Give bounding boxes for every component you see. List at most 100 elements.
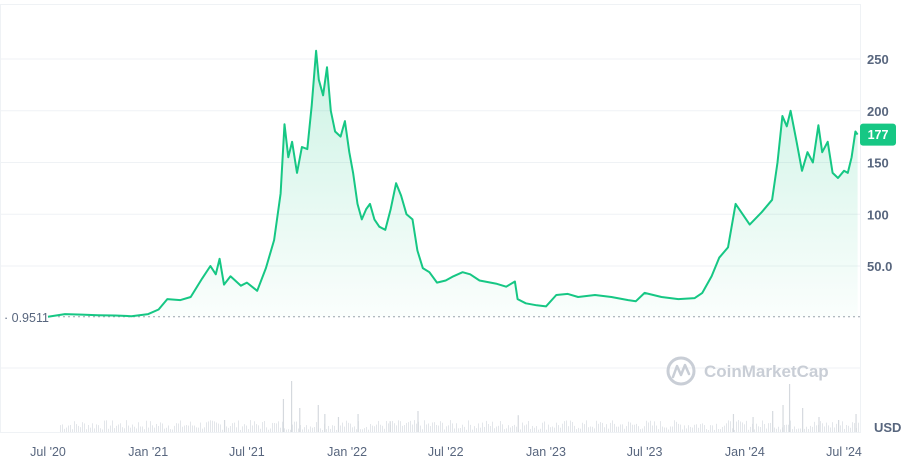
- volume-bar: [68, 425, 69, 432]
- volume-bar: [288, 429, 289, 432]
- volume-bar: [426, 424, 427, 432]
- volume-bar: [834, 427, 835, 432]
- volume-bar: [464, 426, 465, 432]
- volume-bar: [254, 421, 255, 432]
- volume-bar: [140, 426, 141, 432]
- volume-bar: [96, 424, 97, 432]
- last-price-badge: 177: [860, 123, 896, 146]
- volume-bar: [268, 429, 269, 432]
- volume-bar: [434, 422, 435, 432]
- volume-bar: [184, 425, 185, 432]
- x-tick-label: Jan '24: [725, 445, 765, 457]
- volume-bar: [428, 423, 429, 432]
- volume-bar: [296, 421, 297, 432]
- volume-bar: [72, 429, 73, 432]
- volume-bar: [420, 425, 421, 432]
- volume-bar: [126, 420, 127, 432]
- volume-bar: [674, 420, 675, 432]
- volume-bar: [660, 421, 661, 432]
- volume-bar: [704, 425, 705, 432]
- volume-bar: [164, 428, 165, 432]
- volume-bar: [508, 425, 509, 432]
- volume-bar: [824, 426, 825, 432]
- volume-bar: [510, 427, 511, 432]
- volume-bar: [114, 428, 115, 432]
- volume-bar: [78, 425, 79, 432]
- volume-bar: [552, 426, 553, 432]
- volume-bar: [812, 426, 813, 432]
- volume-bar: [337, 417, 340, 432]
- volume-bar: [672, 426, 673, 432]
- volume-bar: [386, 421, 387, 432]
- volume-bar: [632, 424, 633, 432]
- volume-bar: [250, 420, 251, 432]
- volume-bar: [516, 426, 517, 432]
- volume-bar: [592, 426, 593, 432]
- volume-bar: [330, 428, 331, 432]
- volume-bar: [832, 422, 833, 432]
- volume-bar: [380, 424, 381, 432]
- volume-bar: [130, 427, 131, 432]
- volume-bar: [730, 421, 731, 432]
- volume-bar: [722, 426, 723, 432]
- volume-bar: [230, 426, 231, 432]
- volume-bar: [602, 422, 603, 432]
- volume-bar: [314, 427, 315, 432]
- volume-bar: [462, 424, 463, 432]
- volume-bar: [514, 424, 515, 432]
- volume-bar: [430, 426, 431, 432]
- volume-bar: [382, 425, 383, 432]
- volume-bar: [454, 428, 455, 432]
- volume-bar: [566, 420, 567, 432]
- volume-bar: [182, 426, 183, 432]
- volume-bar: [272, 422, 273, 432]
- volume-bar: [256, 424, 257, 432]
- volume-bar: [70, 424, 71, 432]
- y-axis: 50.0 100 150 200 250: [867, 52, 892, 274]
- volume-bar: [734, 429, 735, 432]
- volume-bar: [770, 422, 771, 432]
- volume-bar: [450, 420, 451, 432]
- volume-bar: [294, 421, 295, 432]
- y-tick-label: 200: [867, 104, 889, 119]
- volume-bar: [558, 425, 559, 432]
- volume-bar: [836, 423, 837, 432]
- volume-bar: [594, 428, 595, 432]
- volume-bar: [220, 424, 221, 432]
- volume-bar: [656, 425, 657, 432]
- volume-bar: [360, 429, 361, 432]
- volume-bar: [700, 424, 701, 432]
- volume-bar: [124, 428, 125, 432]
- volume-bar: [366, 426, 367, 432]
- volume-bar: [74, 421, 75, 432]
- volume-bar: [444, 429, 445, 432]
- volume-bar: [190, 421, 191, 432]
- volume-bar: [618, 426, 619, 432]
- volume-bar: [384, 428, 385, 432]
- price-line[interactable]: [47, 49, 859, 318]
- volume-bar: [378, 420, 379, 432]
- volume-bar: [362, 429, 363, 432]
- volume-bar: [482, 422, 483, 432]
- volume-bar: [582, 422, 583, 432]
- volume-bar: [342, 422, 343, 432]
- volume-bar: [116, 425, 117, 432]
- volume-bar: [622, 424, 623, 432]
- volume-bar: [746, 420, 747, 432]
- volume-bar: [642, 428, 643, 432]
- volume-bar: [104, 420, 105, 432]
- volume-bar: [794, 426, 795, 432]
- volume-bar: [316, 422, 317, 432]
- volume-bar: [820, 421, 821, 432]
- volume-bar: [850, 427, 851, 432]
- volume-bar: [118, 424, 119, 432]
- volume-bar: [676, 421, 677, 432]
- x-tick-label: Jan '22: [327, 445, 367, 457]
- volume-bar: [572, 421, 573, 432]
- volume-bar: [500, 421, 501, 432]
- volume-bar: [564, 421, 565, 432]
- volume-bar: [600, 422, 601, 432]
- volume-bar: [223, 420, 226, 432]
- volume-bar: [726, 423, 727, 432]
